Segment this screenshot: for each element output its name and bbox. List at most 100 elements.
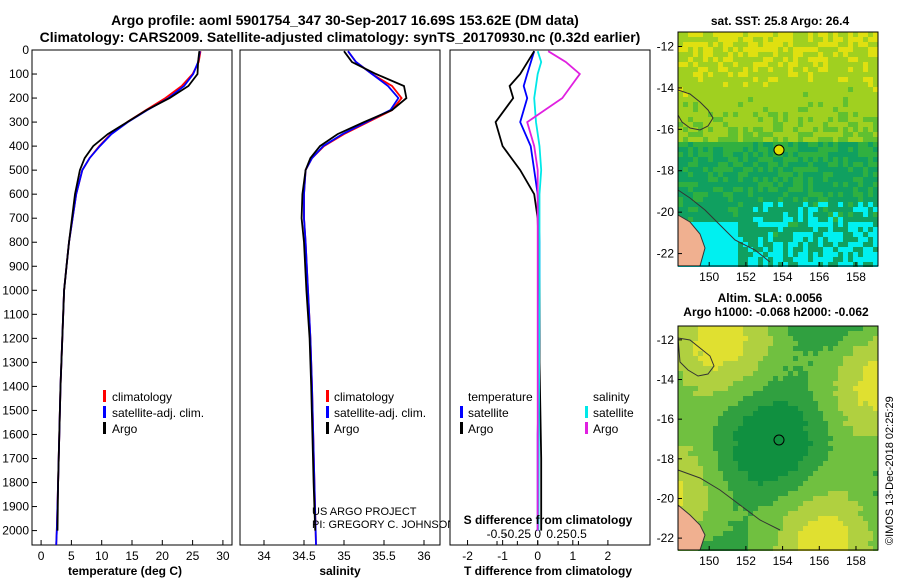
map-cell bbox=[758, 546, 763, 551]
map-cell bbox=[748, 526, 753, 531]
map-cell bbox=[783, 102, 788, 107]
map-cell bbox=[838, 212, 843, 217]
map-cell bbox=[718, 182, 723, 187]
map-cell bbox=[783, 197, 788, 202]
map-cell bbox=[733, 112, 738, 117]
map-cell bbox=[813, 62, 818, 67]
map-cell bbox=[738, 326, 743, 331]
map-cell bbox=[738, 501, 743, 506]
map-cell bbox=[703, 132, 708, 137]
map-cell bbox=[738, 77, 743, 82]
map-cell bbox=[833, 461, 838, 466]
map-cell bbox=[778, 52, 783, 57]
map-cell bbox=[863, 446, 868, 451]
map-cell bbox=[793, 341, 798, 346]
map-cell bbox=[738, 511, 743, 516]
y-tick-label: 1700 bbox=[2, 451, 29, 465]
map-cell bbox=[728, 87, 733, 92]
map-cell bbox=[818, 217, 823, 222]
map-cell bbox=[868, 521, 873, 526]
map-cell bbox=[848, 476, 853, 481]
map-cell bbox=[683, 331, 688, 336]
map-cell bbox=[783, 227, 788, 232]
map-cell bbox=[833, 541, 838, 546]
map-cell bbox=[833, 77, 838, 82]
map-cell bbox=[793, 466, 798, 471]
series-line-salinity-satellite bbox=[533, 50, 543, 531]
map-cell bbox=[678, 406, 683, 411]
map-cell bbox=[733, 232, 738, 237]
map-cell bbox=[693, 187, 698, 192]
y-tick-label: 0 bbox=[22, 43, 29, 57]
map-cell bbox=[683, 466, 688, 471]
map-cell bbox=[743, 177, 748, 182]
map-cell bbox=[838, 117, 843, 122]
map-cell bbox=[808, 202, 813, 207]
map-cell bbox=[808, 117, 813, 122]
map-cell bbox=[793, 331, 798, 336]
map-cell bbox=[778, 262, 783, 267]
map-cell bbox=[688, 57, 693, 62]
map-cell bbox=[738, 107, 743, 112]
map-cell bbox=[693, 431, 698, 436]
map-cell bbox=[778, 132, 783, 137]
map-cell bbox=[703, 147, 708, 152]
map-cell bbox=[763, 247, 768, 252]
map-cell bbox=[743, 107, 748, 112]
map-cell bbox=[843, 127, 848, 132]
map-cell bbox=[723, 376, 728, 381]
map-cell bbox=[843, 421, 848, 426]
map-cell bbox=[703, 436, 708, 441]
map-cell bbox=[698, 102, 703, 107]
map-cell bbox=[683, 371, 688, 376]
map-cell bbox=[808, 102, 813, 107]
map-cell bbox=[743, 431, 748, 436]
map-cell bbox=[863, 192, 868, 197]
map-cell bbox=[813, 92, 818, 97]
map-cell bbox=[773, 142, 778, 147]
map-cell bbox=[708, 376, 713, 381]
map-cell bbox=[873, 511, 878, 516]
map-cell bbox=[813, 132, 818, 137]
map-cell bbox=[853, 481, 858, 486]
map-cell bbox=[853, 247, 858, 252]
map-cell bbox=[868, 361, 873, 366]
map-cell bbox=[803, 262, 808, 267]
map-cell bbox=[793, 157, 798, 162]
map-cell bbox=[863, 346, 868, 351]
map-cell bbox=[813, 227, 818, 232]
map-cell bbox=[873, 77, 878, 82]
map-cell bbox=[793, 147, 798, 152]
map-cell bbox=[808, 411, 813, 416]
map-cell bbox=[818, 366, 823, 371]
map-cell bbox=[873, 506, 878, 511]
map-cell bbox=[723, 391, 728, 396]
map-cell bbox=[848, 356, 853, 361]
map-cell bbox=[763, 87, 768, 92]
map-cell bbox=[793, 132, 798, 137]
map-cell bbox=[763, 466, 768, 471]
map-cell bbox=[698, 336, 703, 341]
map-cell bbox=[813, 232, 818, 237]
map-cell bbox=[758, 97, 763, 102]
map-cell bbox=[848, 456, 853, 461]
map-cell bbox=[738, 506, 743, 511]
map-cell bbox=[873, 202, 878, 207]
map-cell bbox=[758, 386, 763, 391]
map-cell bbox=[713, 247, 718, 252]
map-cell bbox=[773, 162, 778, 167]
map-cell bbox=[843, 476, 848, 481]
map-cell bbox=[828, 262, 833, 267]
map-cell bbox=[693, 421, 698, 426]
map-cell bbox=[683, 82, 688, 87]
map-cell bbox=[723, 491, 728, 496]
map-cell bbox=[688, 187, 693, 192]
map-cell bbox=[678, 431, 683, 436]
map-cell bbox=[783, 177, 788, 182]
map-cell bbox=[828, 212, 833, 217]
map-cell bbox=[708, 157, 713, 162]
map-cell bbox=[678, 57, 683, 62]
map-cell bbox=[838, 82, 843, 87]
map-cell bbox=[683, 326, 688, 331]
map-cell bbox=[773, 351, 778, 356]
